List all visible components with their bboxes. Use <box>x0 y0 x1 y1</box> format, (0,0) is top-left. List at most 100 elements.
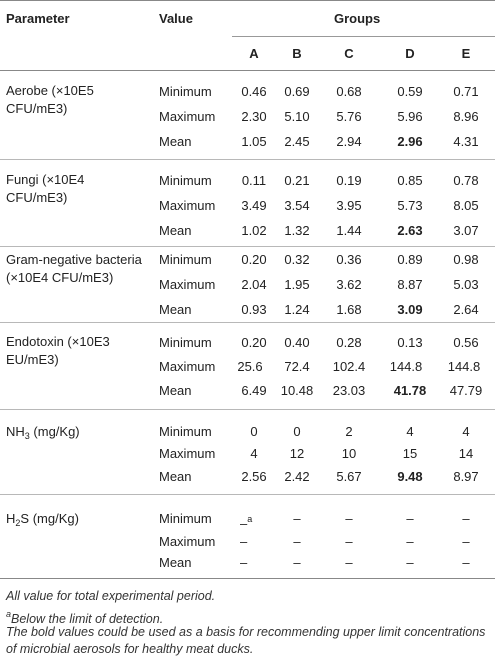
stat-label: Mean <box>159 223 192 238</box>
cell: 72.4 <box>284 359 310 374</box>
cell: – <box>293 534 301 549</box>
param-endotoxin-line2: EU/mE3) <box>6 352 59 367</box>
footnote-period: All value for total experimental period. <box>6 589 216 603</box>
cell: 0.78 <box>453 173 479 188</box>
cell: 4 <box>406 424 414 439</box>
cell: 0.85 <box>397 173 423 188</box>
cell: 1.68 <box>336 302 362 317</box>
cell: 2.94 <box>336 134 362 149</box>
cell: 0.68 <box>336 84 362 99</box>
cell: 0.56 <box>453 335 479 350</box>
cell: 1.32 <box>284 223 310 238</box>
cell: – <box>240 555 248 570</box>
cell: – <box>293 555 301 570</box>
stat-label: Maximum <box>159 198 216 213</box>
param-gram-line1: Gram-negative bacteria <box>6 252 142 267</box>
cell: – <box>345 555 353 570</box>
header-group-c: C <box>344 46 354 61</box>
cell: 0 <box>293 424 301 439</box>
param-gram-line2: (×10E4 CFU/mE3) <box>6 270 114 285</box>
stat-label: Mean <box>159 383 192 398</box>
cell: 0.98 <box>453 252 479 267</box>
cell: 4.31 <box>453 134 479 149</box>
cell: 0.40 <box>284 335 310 350</box>
header-value: Value <box>159 11 193 26</box>
row-divider <box>0 246 495 247</box>
cell: 8.87 <box>397 277 423 292</box>
cell: – <box>406 511 414 526</box>
cell: 1.24 <box>284 302 310 317</box>
cell-bold: 3.09 <box>397 302 423 317</box>
cell: 0.19 <box>336 173 362 188</box>
stat-label: Maximum <box>159 534 216 549</box>
cell: 5.96 <box>397 109 423 124</box>
cell: 4 <box>462 424 470 439</box>
stat-label: Minimum <box>159 424 212 439</box>
cell: 1.02 <box>241 223 267 238</box>
cell: – <box>462 555 470 570</box>
cell: 5.76 <box>336 109 362 124</box>
cell: 10 <box>341 446 357 461</box>
stat-label: Maximum <box>159 446 216 461</box>
cell: 1.05 <box>241 134 267 149</box>
cell: 0.11 <box>241 173 267 188</box>
cell: 2.45 <box>284 134 310 149</box>
cell: 8.96 <box>453 109 479 124</box>
cell: 5.73 <box>397 198 423 213</box>
cell: 0 <box>250 424 258 439</box>
cell: 14 <box>458 446 474 461</box>
cell: 3.54 <box>284 198 310 213</box>
cell: 15 <box>402 446 418 461</box>
stat-label: Mean <box>159 555 192 570</box>
cell: 0.93 <box>241 302 267 317</box>
footnote-bold-line1: The bold values could be used as a basis… <box>6 625 486 639</box>
cell: 3.62 <box>336 277 362 292</box>
stat-label: Minimum <box>159 511 212 526</box>
cell: 8.05 <box>453 198 479 213</box>
cell: 2.04 <box>241 277 267 292</box>
stat-label: Maximum <box>159 277 216 292</box>
cell: – <box>345 534 353 549</box>
header-group-a: A <box>249 46 259 61</box>
cell: 0.20 <box>241 335 267 350</box>
cell: 0.46 <box>241 84 267 99</box>
cell-below-detection: –a <box>240 514 253 531</box>
cell: 25.6 <box>237 359 263 374</box>
cell: 6.49 <box>241 383 267 398</box>
cell: 5.03 <box>453 277 479 292</box>
cell-bold: 41.78 <box>393 383 427 398</box>
stat-label: Mean <box>159 469 192 484</box>
cell: 2 <box>345 424 353 439</box>
stat-label: Minimum <box>159 252 212 267</box>
footnote-detection: aBelow the limit of detection. <box>6 609 164 626</box>
stat-label: Maximum <box>159 109 216 124</box>
param-fungi-line1: Fungi (×10E4 <box>6 172 85 187</box>
param-h2s: H2S (mg/Kg) <box>6 511 79 528</box>
cell: 3.49 <box>241 198 267 213</box>
cell-bold: 2.96 <box>397 134 423 149</box>
cell: 4 <box>250 446 258 461</box>
stat-label: Minimum <box>159 84 212 99</box>
cell: 5.67 <box>336 469 362 484</box>
cell: 3.07 <box>453 223 479 238</box>
cell: 102.4 <box>332 359 366 374</box>
cell: 8.97 <box>453 469 479 484</box>
cell: 1.95 <box>284 277 310 292</box>
cell: – <box>406 534 414 549</box>
groups-rule <box>232 36 495 37</box>
param-aerobe-line2: CFU/mE3) <box>6 101 68 116</box>
cell-bold: 2.63 <box>397 223 423 238</box>
param-fungi-line2: CFU/mE3) <box>6 190 68 205</box>
cell: – <box>406 555 414 570</box>
param-nh3: NH3 (mg/Kg) <box>6 424 80 441</box>
cell: 0.13 <box>397 335 423 350</box>
header-group-d: D <box>405 46 415 61</box>
param-endotoxin-line1: Endotoxin (×10E3 <box>6 334 110 349</box>
row-divider <box>0 409 495 410</box>
cell: 144.8 <box>389 359 423 374</box>
cell: 0.71 <box>453 84 479 99</box>
cell: – <box>240 534 248 549</box>
cell: 23.03 <box>332 383 366 398</box>
cell: 47.79 <box>449 383 483 398</box>
